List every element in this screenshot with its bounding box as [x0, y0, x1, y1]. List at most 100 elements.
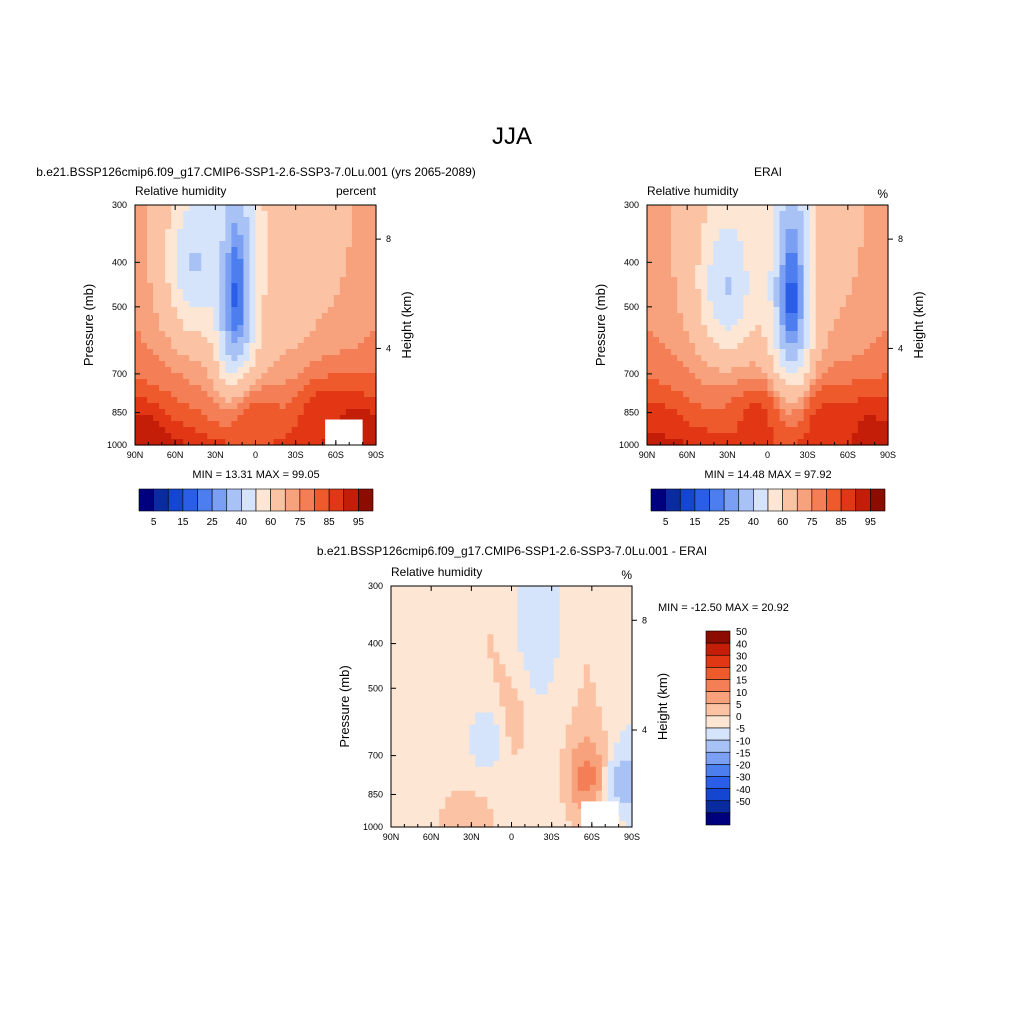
field-cell	[833, 337, 841, 344]
field-cell	[875, 337, 883, 344]
field-cell	[135, 295, 142, 302]
field-cell	[851, 349, 859, 356]
field-cell	[391, 670, 398, 677]
field-cell	[231, 247, 239, 254]
field-cell	[767, 349, 775, 356]
field-cell	[339, 217, 347, 224]
field-cell	[469, 766, 476, 774]
field-cell	[743, 391, 751, 398]
field-cell	[803, 223, 811, 230]
field-cell	[415, 628, 422, 635]
field-cell	[439, 718, 446, 726]
field-cell	[391, 598, 398, 605]
field-cell	[351, 259, 359, 266]
field-cell	[761, 259, 769, 266]
field-cell	[511, 748, 519, 756]
field-cell	[659, 415, 666, 422]
field-cell	[237, 271, 245, 278]
field-cell	[351, 241, 359, 248]
field-cell	[665, 343, 672, 350]
field-cell	[351, 223, 359, 230]
field-cell	[357, 367, 365, 374]
field-cell	[147, 325, 154, 332]
field-cell	[457, 622, 464, 629]
field-cell	[553, 676, 561, 684]
field-cell	[201, 247, 208, 254]
field-cell	[845, 235, 853, 242]
field-cell	[529, 586, 537, 593]
field-cell	[695, 235, 702, 242]
field-cell	[321, 277, 329, 284]
field-cell	[559, 730, 567, 738]
field-cell	[255, 337, 263, 344]
field-cell	[713, 427, 720, 434]
field-cell	[863, 289, 871, 296]
field-cell	[845, 319, 853, 326]
field-cell	[647, 331, 654, 338]
field-cell	[607, 772, 615, 780]
field-cell	[839, 409, 847, 416]
field-cell	[653, 361, 660, 368]
field-cell	[517, 718, 525, 726]
field-cell	[839, 379, 847, 386]
field-cell	[505, 712, 513, 720]
field-cell	[261, 415, 269, 422]
field-cell	[863, 433, 871, 440]
field-cell	[499, 670, 507, 677]
field-cell	[315, 319, 323, 326]
field-cell	[863, 205, 871, 212]
field-cell	[391, 664, 398, 671]
field-cell	[285, 265, 293, 272]
field-cell	[719, 343, 726, 350]
field-cell	[653, 253, 660, 260]
field-cell	[815, 439, 823, 446]
field-cell	[487, 784, 495, 792]
field-cell	[201, 379, 208, 386]
field-cell	[863, 355, 871, 362]
field-cell	[613, 706, 621, 714]
field-cell	[743, 307, 751, 314]
field-cell	[285, 223, 293, 230]
field-cell	[321, 235, 329, 242]
field-cell	[463, 610, 470, 617]
field-cell	[659, 277, 666, 284]
field-cell	[183, 307, 190, 314]
field-cell	[541, 748, 549, 756]
field-cell	[821, 355, 829, 362]
field-cell	[647, 325, 654, 332]
field-cell	[743, 403, 751, 410]
field-cell	[529, 658, 537, 665]
field-cell	[523, 610, 531, 617]
field-cell	[297, 319, 305, 326]
field-cell	[803, 415, 811, 422]
field-cell	[767, 295, 775, 302]
field-cell	[165, 319, 172, 326]
field-cell	[779, 367, 787, 374]
field-cell	[303, 373, 311, 380]
field-cell	[857, 217, 865, 224]
field-cell	[315, 331, 323, 338]
field-cell	[409, 766, 416, 774]
field-cell	[797, 241, 805, 248]
field-cell	[421, 604, 428, 611]
field-cell	[671, 253, 678, 260]
field-cell	[677, 337, 684, 344]
field-cell	[243, 337, 251, 344]
field-cell	[613, 742, 621, 750]
field-cell	[529, 610, 537, 617]
field-cell	[243, 355, 251, 362]
field-cell	[183, 433, 190, 440]
field-cell	[863, 343, 871, 350]
field-cell	[535, 598, 543, 605]
field-cell	[529, 688, 537, 696]
field-cell	[165, 217, 172, 224]
field-cell	[409, 748, 416, 756]
field-cell	[189, 433, 196, 440]
field-cell	[487, 700, 495, 708]
field-cell	[863, 247, 871, 254]
field-cell	[857, 259, 865, 266]
field-cell	[815, 289, 823, 296]
field-cell	[671, 415, 678, 422]
field-cell	[273, 235, 281, 242]
field-cell	[267, 217, 275, 224]
